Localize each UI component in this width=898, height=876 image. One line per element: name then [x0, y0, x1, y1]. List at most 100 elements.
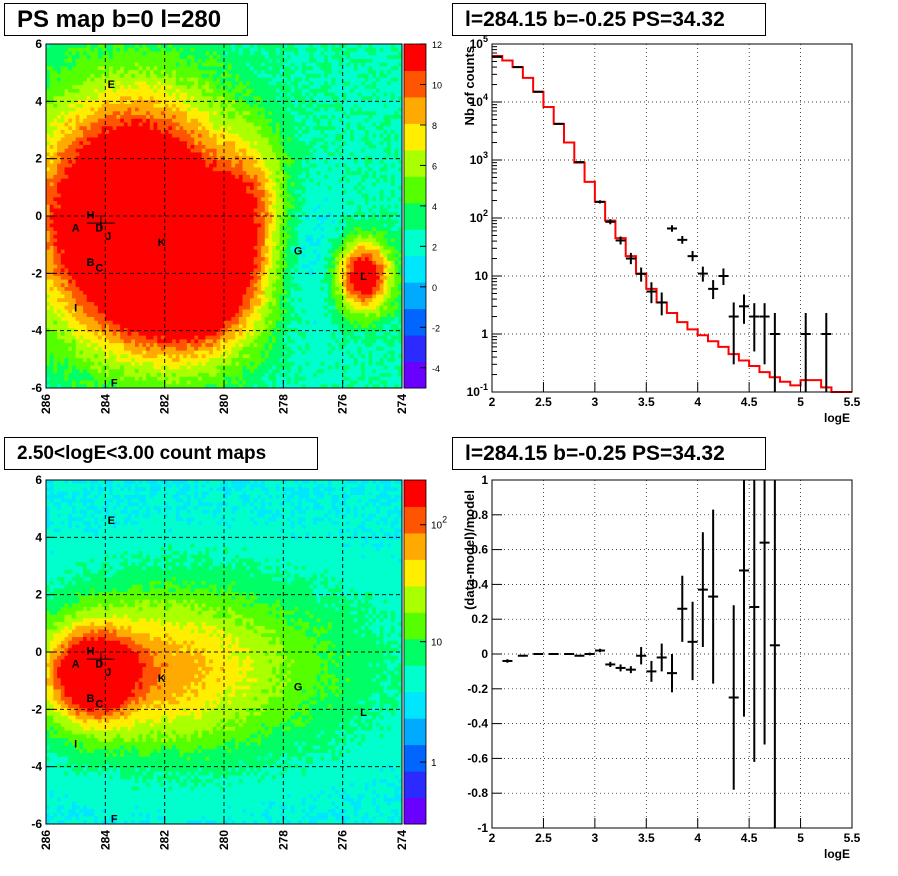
count_map-ytick-label: 2: [35, 588, 42, 602]
source-label-D: D: [95, 222, 103, 234]
ps_map-colorbar-bin: [404, 150, 426, 177]
source-label-F: F: [111, 377, 118, 389]
residual-point: [564, 653, 574, 655]
ps_map-colorbar-bin: [404, 44, 426, 71]
ps_map-colorbar-bin: [404, 309, 426, 336]
residual-xtick-label: 3: [592, 831, 599, 845]
count_map-colorbar-bin: [404, 506, 426, 533]
ps_map-colorbar-bin: [404, 335, 426, 362]
spectrum-xtick-label: 5.5: [844, 395, 861, 409]
count_map-xtick-label: 284: [98, 830, 112, 850]
spectrum-ytick-label: 10-1: [467, 382, 488, 399]
data-point: [574, 161, 584, 163]
ps_map-colorbar-label: 4: [432, 202, 437, 212]
spectrum-ytick-label: 105: [470, 34, 488, 51]
ps_map-colorbar-bin: [404, 70, 426, 97]
residual-xlabel: logE: [824, 847, 850, 861]
residual-point: [549, 653, 559, 655]
spectrum-xtick-label: 4: [694, 395, 701, 409]
ps_map-colorbar-bin: [404, 203, 426, 230]
count_map-ytick-label: -2: [31, 702, 42, 716]
spectrum-xtick-label: 3: [592, 395, 599, 409]
count_map-colorbar-bin: [404, 533, 426, 560]
source-label-J: J: [105, 667, 111, 679]
count_map-ytick-label: 6: [35, 473, 42, 487]
spectrum-ytick-label: 10: [475, 269, 489, 283]
source-label-K: K: [158, 673, 166, 685]
data-point: [554, 123, 564, 124]
residual-ytick-label: 0.2: [471, 612, 488, 626]
count_map-ytick-label: -6: [31, 817, 42, 831]
count_map-xtick-label: 280: [217, 830, 231, 850]
count_map-colorbar-label: 1: [431, 758, 437, 769]
count_map-colorbar-bin: [404, 718, 426, 745]
count_map-colorbar-bin: [404, 586, 426, 613]
ps_map-xtick-label: 280: [217, 394, 231, 414]
ps_map-colorbar-bin: [404, 176, 426, 203]
source-label-B: B: [87, 257, 95, 269]
source-label-K: K: [158, 237, 166, 249]
residual-xtick-label: 4.5: [741, 831, 758, 845]
ps_map-colorbar-label: 10: [432, 80, 442, 90]
ps_map-colorbar-bin: [404, 229, 426, 256]
count_map-xtick-label: 276: [336, 830, 350, 850]
residual-ytick-label: 1: [481, 473, 488, 487]
residual-ytick-label: 0: [481, 647, 488, 661]
spectrum-ytick-label: 104: [470, 92, 488, 109]
ps_map-xtick-label: 286: [39, 394, 53, 414]
ps_map-colorbar-bin: [404, 256, 426, 283]
source-label-I: I: [74, 739, 77, 751]
spectrum-xtick-label: 3.5: [638, 395, 655, 409]
count_map-xtick-label: 274: [395, 830, 409, 850]
ps_map-colorbar-bin: [404, 282, 426, 309]
residual-xtick-label: 2.5: [535, 831, 552, 845]
source-label-J: J: [105, 231, 111, 243]
ps_map-ytick-label: 2: [35, 152, 42, 166]
source-label-L: L: [360, 707, 367, 719]
residual-ytick-label: -1: [477, 821, 488, 835]
residual-xtick-label: 5.5: [844, 831, 861, 845]
ps_map-colorbar-label: 0: [432, 283, 437, 293]
spectrum-ytick-label: 103: [470, 150, 488, 167]
source-label-H: H: [87, 646, 95, 658]
spectrum-xlabel: logE: [824, 411, 850, 425]
ps_map-ytick-label: -2: [31, 266, 42, 280]
ps_map-colorbar-label: 2: [432, 242, 437, 252]
source-label-C: C: [95, 263, 103, 275]
residual-ytick-label: -0.2: [467, 682, 488, 696]
count-map-title: 2.50<logE<3.00 count maps: [4, 437, 318, 470]
ps_map-xtick-label: 274: [395, 394, 409, 414]
ps_map-colorbar-label: 6: [432, 161, 437, 171]
ps-map-title: PS map b=0 l=280: [4, 3, 248, 36]
count_map-xtick-label: 286: [39, 830, 53, 850]
residual-xtick-label: 4: [694, 831, 701, 845]
residual-ytick-label: -0.4: [467, 717, 488, 731]
residual-ylabel: (data-model)/model: [462, 490, 477, 610]
residual-xtick-label: 2: [489, 831, 496, 845]
residual-xtick-label: 5: [797, 831, 804, 845]
count_map-xtick-label: 278: [276, 830, 290, 850]
source-label-H: H: [87, 210, 95, 222]
source-label-C: C: [95, 699, 103, 711]
source-label-A: A: [72, 658, 80, 670]
ps_map-xtick-label: 278: [276, 394, 290, 414]
ps_map-xtick-label: 276: [336, 394, 350, 414]
ps_map-ytick-label: 0: [35, 209, 42, 223]
residual-title: l=284.15 b=-0.25 PS=34.32: [452, 437, 766, 470]
residual-ytick-label: -0.6: [467, 751, 488, 765]
ps_map-colorbar-bin: [404, 362, 426, 389]
ps_map-colorbar-label: -2: [432, 323, 440, 333]
spectrum-title: l=284.15 b=-0.25 PS=34.32: [452, 3, 766, 36]
residual-point: [518, 655, 528, 657]
count_map-colorbar-bin: [404, 665, 426, 692]
spectrum-ylabel: Nb of counts: [462, 46, 477, 125]
source-label-G: G: [294, 681, 303, 693]
count_map-colorbar-bin: [404, 745, 426, 772]
spectrum-xtick-label: 2.5: [535, 395, 552, 409]
source-label-I: I: [74, 303, 77, 315]
count_map-colorbar-bin: [404, 771, 426, 798]
count_map-colorbar-label: 102: [431, 515, 447, 532]
